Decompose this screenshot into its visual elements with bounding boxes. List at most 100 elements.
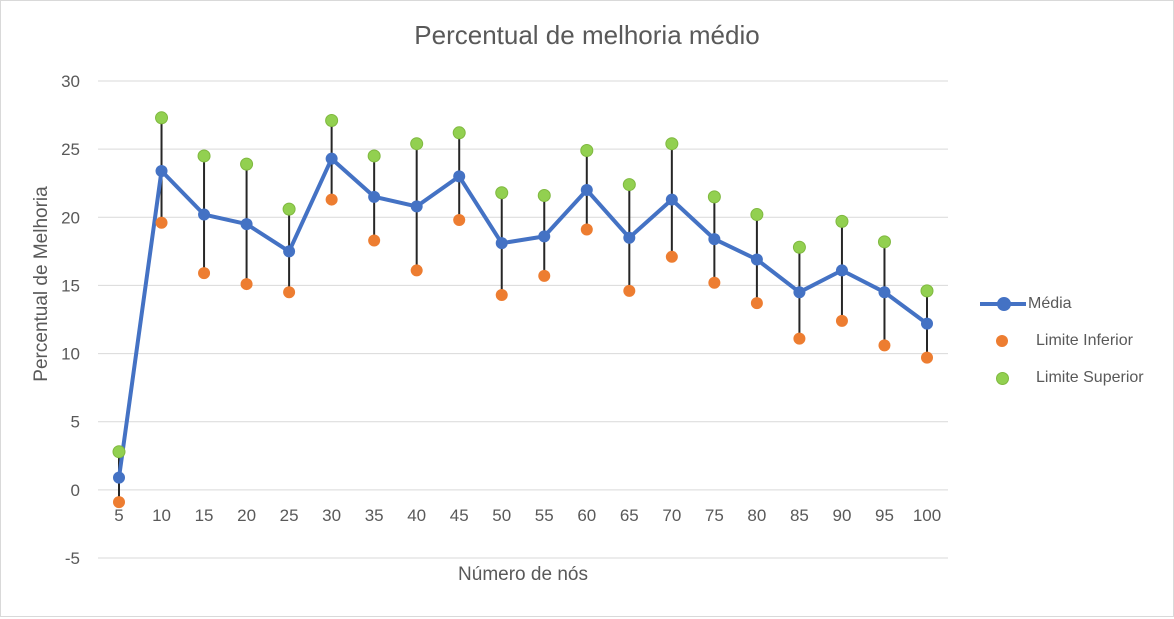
point-media bbox=[495, 237, 508, 250]
legend-item-limite-superior: Limite Superior bbox=[980, 359, 1170, 396]
legend-label-media: Média bbox=[1028, 294, 1072, 312]
x-tick-label: 55 bbox=[535, 506, 554, 525]
point-media bbox=[538, 230, 551, 243]
point-limite-inferior bbox=[368, 234, 381, 247]
point-limite-superior bbox=[665, 137, 679, 151]
legend-label-limite-inferior: Limite Inferior bbox=[1036, 331, 1133, 349]
point-media bbox=[198, 208, 211, 221]
x-tick-label: 5 bbox=[114, 506, 123, 525]
point-media bbox=[708, 233, 721, 246]
point-limite-superior bbox=[325, 114, 339, 128]
y-tick-label: 5 bbox=[71, 413, 80, 432]
point-limite-superior bbox=[877, 235, 891, 249]
point-limite-superior bbox=[452, 126, 466, 140]
point-limite-inferior bbox=[410, 264, 423, 277]
point-media bbox=[623, 231, 636, 244]
x-tick-label: 15 bbox=[195, 506, 214, 525]
y-tick-label: 20 bbox=[61, 208, 80, 227]
point-limite-inferior bbox=[793, 332, 806, 345]
x-tick-label: 80 bbox=[747, 506, 766, 525]
x-tick-label: 45 bbox=[450, 506, 469, 525]
x-tick-label: 100 bbox=[913, 506, 941, 525]
point-limite-inferior bbox=[750, 297, 763, 310]
point-limite-inferior bbox=[155, 216, 168, 229]
x-axis-label: Número de nós bbox=[458, 564, 588, 585]
y-tick-label: -5 bbox=[65, 549, 80, 568]
y-tick-label: 30 bbox=[61, 72, 80, 91]
point-limite-inferior bbox=[921, 351, 933, 364]
point-limite-superior bbox=[112, 445, 126, 459]
point-limite-superior bbox=[367, 149, 381, 163]
point-limite-superior bbox=[410, 137, 424, 151]
point-limite-superior bbox=[537, 188, 551, 202]
point-media bbox=[240, 218, 253, 231]
point-limite-superior bbox=[155, 111, 169, 125]
point-media bbox=[283, 245, 296, 258]
point-media bbox=[921, 317, 933, 330]
x-tick-label: 25 bbox=[280, 506, 299, 525]
x-tick-label: 65 bbox=[620, 506, 639, 525]
x-tick-label: 75 bbox=[705, 506, 724, 525]
point-media bbox=[325, 152, 338, 165]
x-tick-label: 40 bbox=[407, 506, 426, 525]
x-tick-label: 30 bbox=[322, 506, 341, 525]
point-media bbox=[453, 170, 466, 183]
legend: Média Limite Inferior Limite Superior bbox=[980, 285, 1170, 396]
y-tick-label: 0 bbox=[71, 481, 80, 500]
x-tick-label: 60 bbox=[577, 506, 596, 525]
point-limite-superior bbox=[240, 157, 254, 171]
point-limite-inferior bbox=[538, 269, 551, 282]
legend-label-limite-superior: Limite Superior bbox=[1036, 368, 1144, 386]
series-line-media bbox=[117, 156, 929, 480]
point-limite-inferior bbox=[453, 214, 466, 227]
point-limite-inferior bbox=[495, 288, 508, 301]
point-limite-superior bbox=[197, 149, 211, 163]
point-limite-inferior bbox=[623, 284, 636, 297]
point-media bbox=[665, 193, 678, 206]
mean-line bbox=[117, 156, 929, 480]
point-limite-inferior bbox=[665, 250, 678, 263]
point-media bbox=[750, 253, 763, 266]
point-limite-superior bbox=[580, 144, 594, 158]
point-limite-inferior bbox=[198, 267, 211, 280]
point-limite-superior bbox=[707, 190, 721, 204]
point-limite-inferior bbox=[240, 278, 253, 291]
x-tick-label: 35 bbox=[365, 506, 384, 525]
point-media bbox=[580, 184, 593, 197]
point-limite-superior bbox=[920, 284, 934, 298]
point-media bbox=[835, 264, 848, 277]
point-limite-superior bbox=[282, 202, 296, 216]
point-limite-superior bbox=[622, 178, 636, 192]
point-limite-inferior bbox=[708, 276, 721, 289]
point-limite-inferior bbox=[835, 314, 848, 327]
point-limite-inferior bbox=[283, 286, 296, 299]
x-tick-label: 20 bbox=[237, 506, 256, 525]
x-tick-label: 10 bbox=[152, 506, 171, 525]
point-limite-superior bbox=[792, 240, 806, 254]
legend-item-limite-inferior: Limite Inferior bbox=[980, 322, 1170, 359]
gridlines bbox=[98, 80, 948, 559]
y-axis-label-text: Percentual de Melhoria bbox=[31, 186, 52, 382]
point-media bbox=[410, 200, 423, 213]
point-limite-inferior bbox=[325, 193, 338, 206]
point-media bbox=[113, 471, 125, 484]
point-limite-inferior bbox=[580, 223, 593, 236]
y-tick-label: 25 bbox=[61, 140, 80, 159]
data-markers bbox=[112, 111, 934, 509]
point-limite-superior bbox=[835, 214, 849, 228]
x-axis-ticks: 5 10 15 20 25 30 35 40 45 50 55 60 65 70 75 80 85 90 95 100 bbox=[114, 506, 941, 525]
point-media bbox=[878, 286, 891, 299]
point-limite-superior bbox=[750, 208, 764, 222]
x-tick-label: 95 bbox=[875, 506, 894, 525]
point-media bbox=[793, 286, 806, 299]
y-tick-label: 15 bbox=[61, 276, 80, 295]
x-tick-label: 50 bbox=[492, 506, 511, 525]
chart-title: Percentual de melhoria médio bbox=[414, 20, 760, 50]
legend-orange-dot-icon bbox=[980, 334, 1026, 348]
point-limite-superior bbox=[495, 186, 509, 200]
point-media bbox=[155, 164, 168, 177]
point-limite-inferior bbox=[878, 339, 891, 352]
legend-green-dot-icon bbox=[980, 371, 1026, 385]
